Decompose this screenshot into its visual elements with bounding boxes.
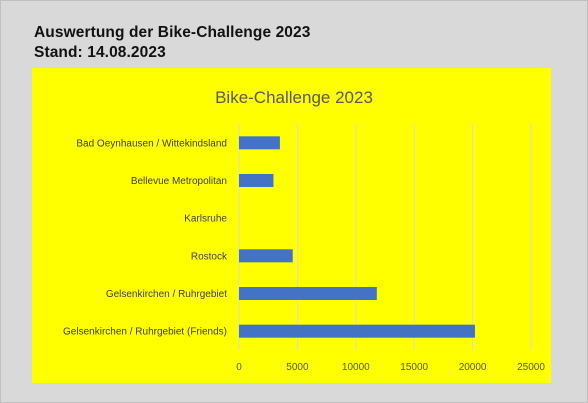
chart-title: Bike-Challenge 2023 bbox=[215, 88, 373, 107]
category-label: Rostock bbox=[191, 251, 228, 262]
report-title: Auswertung der Bike-Challenge 2023 bbox=[34, 24, 311, 41]
x-tick-label: 5000 bbox=[286, 362, 309, 373]
x-tick-label: 20000 bbox=[459, 362, 487, 373]
bar bbox=[239, 324, 475, 338]
category-label: Gelsenkirchen / Ruhrgebiet (Friends) bbox=[63, 327, 227, 338]
x-tick-label: 10000 bbox=[342, 362, 370, 373]
bar bbox=[239, 249, 293, 263]
chart-area: Bike-Challenge 2023 Bad Oeynhausen / Wit… bbox=[32, 68, 551, 383]
category-label: Bad Oeynhausen / Wittekindsland bbox=[76, 138, 227, 149]
bar-chart: Bike-Challenge 2023 Bad Oeynhausen / Wit… bbox=[63, 88, 545, 373]
category-label: Gelsenkirchen / Ruhrgebiet bbox=[106, 289, 227, 300]
x-tick-label: 0 bbox=[236, 362, 242, 373]
category-label: Karlsruhe bbox=[184, 214, 227, 225]
x-axis-tick-labels: 0 5000 10000 15000 20000 25000 bbox=[236, 362, 545, 373]
x-tick-label: 25000 bbox=[517, 362, 545, 373]
bar bbox=[239, 287, 377, 300]
category-label: Bellevue Metropolitan bbox=[131, 176, 227, 187]
bars bbox=[239, 136, 475, 338]
report-date: Stand: 14.08.2023 bbox=[34, 44, 166, 61]
category-labels: Bad Oeynhausen / Wittekindsland Bellevue … bbox=[63, 138, 228, 337]
x-tick-label: 15000 bbox=[400, 362, 428, 373]
bar bbox=[239, 136, 280, 150]
bar bbox=[239, 174, 274, 187]
gridlines bbox=[238, 124, 532, 350]
